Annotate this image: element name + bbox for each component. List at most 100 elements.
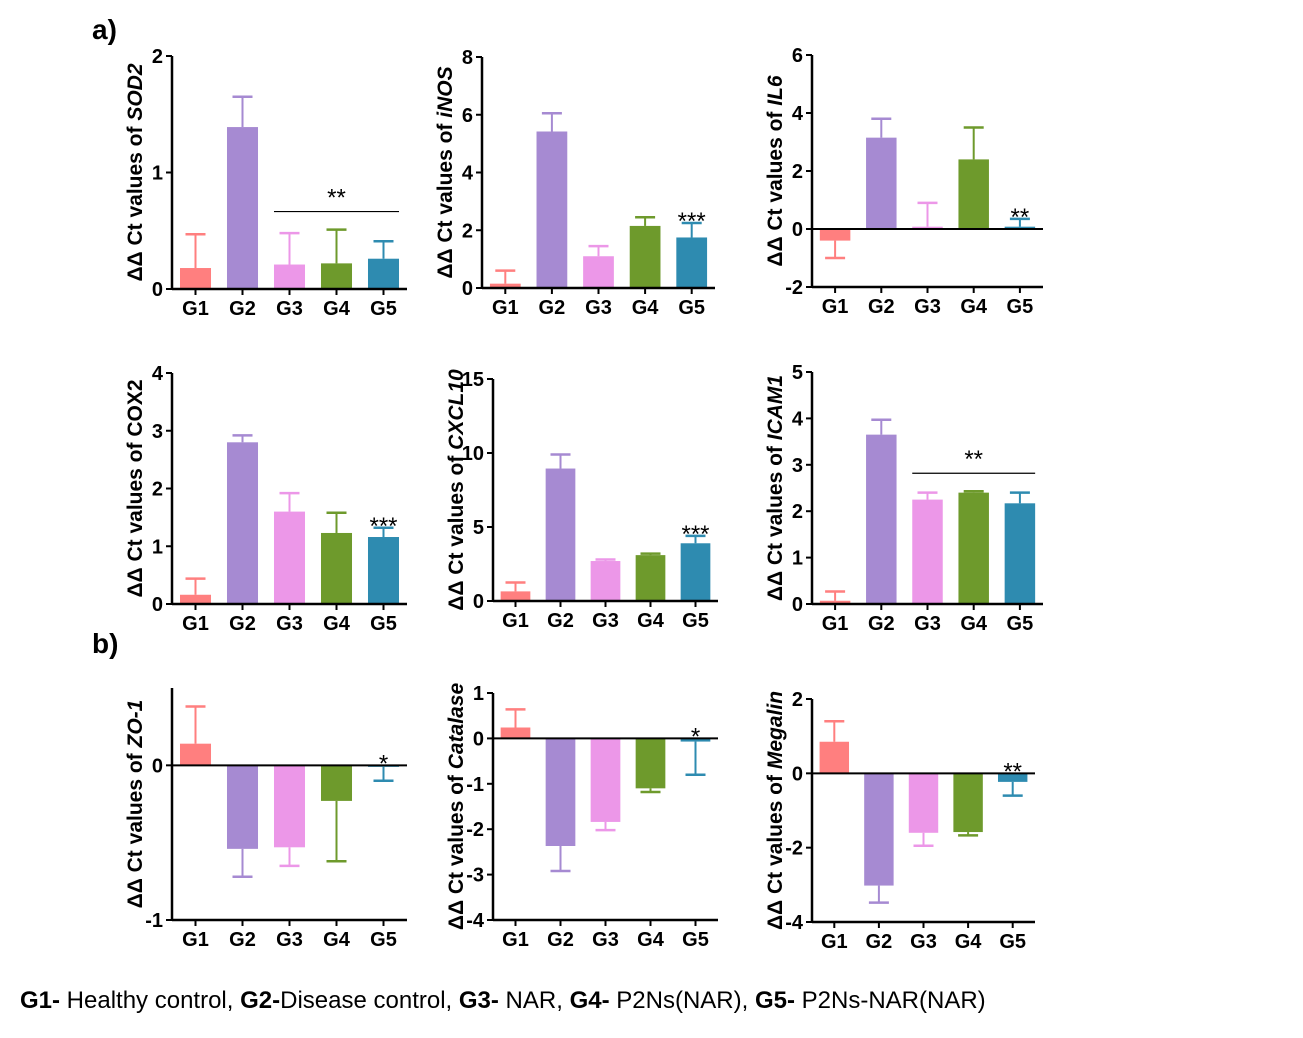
bar-g1 xyxy=(819,600,851,604)
x-tick-label: G4 xyxy=(637,929,665,951)
bar-g2 xyxy=(545,468,576,601)
x-tick-label: G5 xyxy=(1007,296,1034,318)
y-axis-label: ΔΔ Ct values of ICAM1 xyxy=(764,375,787,601)
x-tick-label: G4 xyxy=(323,929,351,951)
caption-desc-g5: P2Ns-NAR(NAR) xyxy=(794,987,986,1014)
y-tick-label: 2 xyxy=(152,46,163,68)
caption-desc-g1: Healthy control, xyxy=(60,987,241,1014)
x-tick-label: G3 xyxy=(276,929,303,951)
x-tick-label: G1 xyxy=(182,298,209,320)
y-tick-label: -4 xyxy=(466,910,485,932)
bar-g2 xyxy=(864,773,894,886)
x-tick-label: G2 xyxy=(868,613,895,635)
bar-g4 xyxy=(958,492,989,604)
bar-g1 xyxy=(179,594,212,604)
caption-key-g5: G5- xyxy=(754,987,795,1014)
x-tick-label: G3 xyxy=(276,613,303,635)
bar-g5 xyxy=(997,773,1028,782)
x-tick-label: G2 xyxy=(866,931,893,953)
chart-sod2: 0 1 2ΔΔ Ct values of SOD2 G1 G2 G3 G4 G5 ** xyxy=(124,46,407,320)
y-tick-label: 5 xyxy=(792,362,803,384)
chart-megalin: -4 -2 0 2ΔΔ Ct values of Megalin G1 G2 G3 G4 G5 *… xyxy=(764,689,1035,953)
y-tick-label: -1 xyxy=(466,774,484,796)
bar-g4 xyxy=(953,773,983,833)
x-tick-label: G5 xyxy=(682,929,709,951)
significance-marker: ** xyxy=(1003,758,1022,785)
y-tick-label: 0 xyxy=(473,728,484,750)
y-tick-label: 10 xyxy=(462,443,484,465)
bar-g4 xyxy=(320,765,353,801)
significance-marker: *** xyxy=(681,521,709,548)
x-tick-label: G5 xyxy=(999,931,1026,953)
chart-cox2: 0 1 2 3 4ΔΔ Ct values of COX2 G1 G2 G3 G4 G5 *** xyxy=(124,363,407,635)
significance-marker: *** xyxy=(369,513,397,540)
y-tick-label: 0 xyxy=(152,279,163,301)
x-tick-label: G1 xyxy=(182,929,209,951)
y-tick-label: 4 xyxy=(462,163,474,185)
bar-g1 xyxy=(500,591,531,601)
bar-g2 xyxy=(226,442,259,604)
y-tick-label: 2 xyxy=(462,220,473,242)
bar-g1 xyxy=(819,229,851,241)
y-tick-label: 0 xyxy=(462,278,473,300)
x-tick-label: G2 xyxy=(547,610,574,632)
y-axis-label: ΔΔ Ct values of CXCL10 xyxy=(445,369,468,611)
y-tick-label: 1 xyxy=(152,163,163,185)
x-tick-label: G2 xyxy=(868,296,895,318)
x-tick-label: G3 xyxy=(276,298,303,320)
x-tick-label: G1 xyxy=(182,613,209,635)
caption-desc-g3: NAR, xyxy=(498,987,570,1014)
y-axis-label: ΔΔ Ct values of COX2 xyxy=(124,379,147,597)
y-tick-label: 3 xyxy=(152,421,163,443)
y-tick-label: 4 xyxy=(152,363,164,385)
x-tick-label: G3 xyxy=(585,297,612,319)
y-tick-label: 1 xyxy=(792,548,803,570)
caption-desc-g2: Disease control, xyxy=(280,987,459,1014)
bar-g4 xyxy=(629,225,661,288)
x-tick-label: G2 xyxy=(547,929,574,951)
x-tick-label: G5 xyxy=(678,297,705,319)
y-tick-label: 15 xyxy=(462,369,484,391)
bar-g3 xyxy=(273,511,306,604)
bar-g5 xyxy=(367,537,400,604)
bar-g5 xyxy=(680,543,711,601)
y-tick-label: -1 xyxy=(145,910,163,932)
y-tick-label: -2 xyxy=(785,277,803,299)
significance-marker: ** xyxy=(1011,204,1030,231)
x-tick-label: G1 xyxy=(822,296,849,318)
x-tick-label: G5 xyxy=(370,929,397,951)
caption-key-g1: G1- xyxy=(20,987,61,1014)
bar-g2 xyxy=(866,137,897,229)
x-tick-label: G5 xyxy=(370,298,397,320)
bar-g2 xyxy=(226,765,259,849)
caption-key-g2: G2- xyxy=(240,987,281,1014)
caption-desc-g4: P2Ns(NAR), xyxy=(609,987,755,1014)
caption-key-g4: G4- xyxy=(569,987,610,1014)
x-tick-label: G1 xyxy=(822,613,849,635)
bar-g3 xyxy=(912,499,943,604)
bar-g1 xyxy=(819,741,850,774)
y-tick-label: 4 xyxy=(792,103,804,125)
x-tick-label: G5 xyxy=(370,613,397,635)
bar-g5 xyxy=(1004,503,1036,604)
y-tick-label: 1 xyxy=(473,683,484,705)
bar-g5 xyxy=(367,258,400,289)
significance-marker: ** xyxy=(327,185,346,212)
y-tick-label: 6 xyxy=(792,45,803,67)
significance-marker: ** xyxy=(964,446,983,473)
y-tick-label: 2 xyxy=(152,479,163,501)
bar-g3 xyxy=(590,561,621,601)
x-tick-label: G4 xyxy=(955,931,983,953)
y-tick-label: 0 xyxy=(152,594,163,616)
y-tick-label: -2 xyxy=(466,819,484,841)
x-tick-label: G4 xyxy=(323,613,351,635)
x-tick-label: G4 xyxy=(960,296,988,318)
x-tick-label: G4 xyxy=(960,613,988,635)
x-tick-label: G5 xyxy=(682,610,709,632)
bar-g1 xyxy=(489,283,521,288)
significance-marker: *** xyxy=(678,208,706,235)
y-axis-label: ΔΔ Ct values of Catalase xyxy=(445,683,468,931)
x-tick-label: G1 xyxy=(821,931,848,953)
x-tick-label: G3 xyxy=(592,929,619,951)
